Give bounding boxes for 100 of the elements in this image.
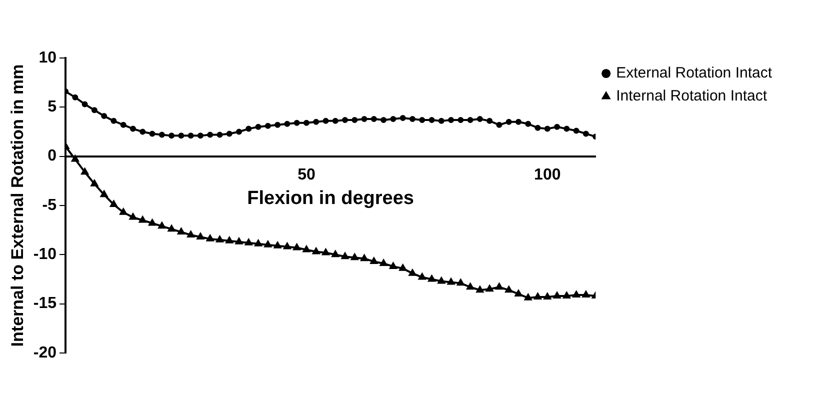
point: [554, 124, 560, 130]
point: [196, 232, 204, 240]
point: [206, 234, 214, 242]
y-tick-label: 5: [48, 98, 57, 116]
point: [235, 238, 243, 244]
point: [100, 190, 108, 198]
point: [342, 116, 348, 123]
point: [438, 277, 445, 284]
point: [400, 114, 406, 121]
y-axis-title: Internal to External Rotation in mm: [8, 64, 27, 347]
point: [332, 118, 338, 124]
point: [332, 250, 339, 258]
point: [187, 231, 194, 238]
point: [496, 283, 503, 290]
point: [572, 290, 580, 298]
point: [553, 292, 561, 298]
y-tick-label: 0: [48, 148, 57, 165]
point: [120, 122, 126, 128]
point: [236, 128, 242, 135]
point: [178, 132, 184, 139]
point: [447, 278, 455, 285]
point: [139, 216, 146, 223]
point: [370, 258, 378, 264]
point: [457, 279, 464, 286]
point: [284, 242, 291, 250]
point: [380, 116, 387, 123]
point: [564, 126, 570, 132]
point: [129, 213, 137, 220]
point: [216, 132, 223, 138]
legend-label: External Rotation Intact: [616, 64, 773, 82]
point: [418, 273, 426, 280]
point: [515, 118, 522, 125]
point: [399, 264, 406, 271]
point: [361, 116, 368, 122]
point: [524, 294, 532, 300]
point: [408, 269, 416, 276]
point: [130, 126, 136, 132]
point: [534, 292, 542, 300]
point: [582, 130, 589, 137]
point: [360, 254, 368, 262]
x-tick-label: 50: [298, 166, 316, 184]
point: [149, 130, 156, 137]
point: [72, 155, 79, 162]
point: [514, 290, 522, 296]
point: [91, 107, 98, 114]
point: [120, 208, 127, 215]
point: [255, 124, 262, 130]
point: [419, 116, 426, 123]
point: [582, 290, 590, 298]
point: [226, 236, 233, 244]
point: [341, 252, 349, 260]
point: [264, 240, 272, 248]
point: [245, 238, 252, 246]
point: [303, 120, 310, 126]
point: [197, 132, 204, 139]
point: [409, 116, 416, 122]
y-tick-label: -15: [33, 295, 57, 312]
point: [188, 132, 194, 139]
point: [158, 132, 165, 138]
point: [110, 200, 118, 208]
point: [351, 254, 358, 260]
point: [168, 132, 175, 139]
point: [370, 116, 377, 122]
point: [525, 120, 532, 127]
x-axis-title: Flexion in degrees: [247, 188, 414, 210]
point: [544, 292, 551, 300]
point: [90, 180, 98, 186]
point: [302, 246, 310, 252]
point: [101, 113, 108, 120]
y-tick-label: 10: [38, 49, 57, 66]
point: [216, 236, 224, 242]
point: [467, 116, 474, 123]
point: [312, 248, 320, 254]
point: [158, 222, 166, 229]
point: [390, 116, 396, 122]
point: [496, 122, 502, 128]
point: [486, 285, 494, 292]
point: [390, 262, 397, 269]
point: [246, 126, 252, 132]
point: [168, 225, 176, 232]
point: [466, 283, 474, 290]
point: [486, 118, 493, 124]
point: [322, 118, 329, 124]
point: [313, 118, 320, 125]
point: [207, 132, 214, 138]
point: [264, 122, 271, 129]
point: [438, 118, 444, 124]
point: [284, 120, 290, 127]
y-tick-label: -20: [33, 344, 57, 362]
point: [82, 101, 88, 108]
point: [226, 130, 232, 137]
point: [72, 94, 78, 100]
point: [458, 116, 464, 123]
y-tick-label: -10: [33, 246, 57, 264]
point: [448, 116, 454, 123]
x-tick-label: 100: [534, 166, 561, 184]
point: [254, 240, 262, 246]
point: [294, 120, 300, 126]
point: [476, 116, 483, 122]
point: [506, 118, 512, 125]
